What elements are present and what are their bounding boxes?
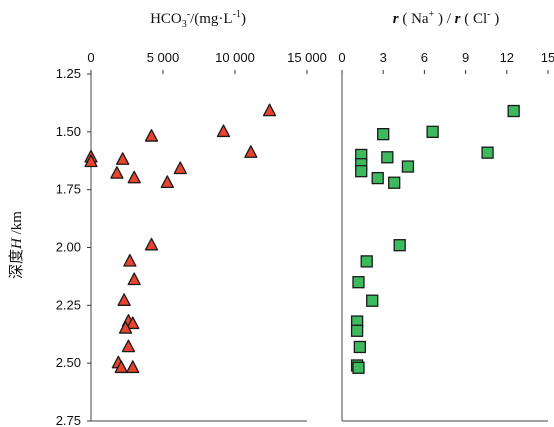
right-x-tick-label: 15	[541, 50, 554, 65]
data-point-triangle	[123, 253, 137, 267]
y-axis-label: 深度H /km	[8, 211, 25, 279]
right-x-tick-label: 3	[380, 50, 387, 65]
right-x-tick-label: 12	[500, 50, 514, 65]
data-point-triangle	[126, 360, 140, 374]
data-point-triangle	[216, 124, 231, 138]
y-tick-label: 1.75	[56, 182, 81, 197]
right-panel: 0 3 6 9 12 15	[338, 50, 554, 422]
data-point-triangle	[121, 339, 136, 353]
data-point-square	[377, 127, 390, 141]
left-x-tick-label: 5 000	[147, 50, 180, 65]
data-point-triangle	[117, 293, 131, 306]
data-point-triangle	[116, 152, 130, 165]
data-point-triangle	[244, 145, 258, 158]
y-tick-label: 2.50	[56, 355, 81, 370]
data-point-triangle	[262, 103, 277, 117]
left-x-tick-label: 10 000	[215, 50, 255, 65]
data-point-square	[352, 361, 365, 374]
data-point-square	[352, 276, 365, 289]
data-point-square	[388, 176, 401, 189]
data-point-triangle	[144, 128, 159, 142]
data-point-triangle	[173, 161, 187, 175]
data-point-square	[350, 324, 364, 337]
data-point-square	[401, 160, 415, 173]
data-point-square	[393, 239, 406, 252]
data-point-square	[360, 255, 373, 268]
data-point-square	[507, 104, 520, 118]
y-tick-label: 2.00	[56, 240, 81, 255]
data-point-triangle	[114, 360, 128, 374]
left-x-tick-label: 0	[87, 50, 94, 65]
data-point-square	[371, 171, 384, 185]
data-point-square	[381, 151, 394, 164]
data-point-triangle	[127, 272, 141, 286]
y-tick-label: 1.50	[56, 124, 81, 139]
data-point-triangle	[160, 175, 174, 188]
data-point-triangle	[127, 170, 141, 184]
data-point-square	[355, 165, 368, 178]
left-panel: 0 5 000 10 000 15 000	[84, 50, 327, 422]
data-point-square	[353, 340, 367, 354]
right-chart-title: r ( Na+ ) / r ( Cl- )	[393, 9, 500, 27]
right-x-tick-label: 0	[338, 50, 345, 65]
data-point-triangle	[126, 316, 140, 330]
left-chart-title: HCO3-/(mg·L-1)	[150, 9, 246, 30]
data-point-triangle	[144, 237, 159, 251]
data-point-square	[366, 294, 379, 307]
data-point-square	[481, 146, 494, 159]
data-point-square	[426, 125, 439, 138]
left-x-tick-label: 15 000	[287, 50, 327, 65]
data-point-triangle	[110, 166, 124, 179]
y-axis: 1.25 1.50 1.75 2.00 2.25 2.50 2.75	[56, 66, 91, 427]
right-x-tick-label: 6	[421, 50, 428, 65]
data-point-triangle	[118, 320, 133, 334]
data-point-triangle	[84, 154, 98, 168]
y-tick-label: 1.25	[56, 66, 81, 81]
y-tick-label: 2.25	[56, 297, 81, 312]
y-tick-label: 2.75	[56, 413, 81, 427]
right-x-tick-label: 9	[462, 50, 469, 65]
